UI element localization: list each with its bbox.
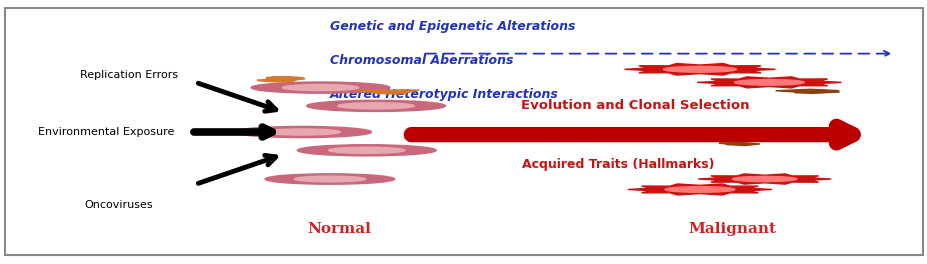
Text: Oncoviruses: Oncoviruses <box>84 200 153 210</box>
Ellipse shape <box>282 84 359 91</box>
Text: Environmental Exposure: Environmental Exposure <box>38 127 174 137</box>
Polygon shape <box>718 143 759 146</box>
Ellipse shape <box>263 129 340 135</box>
Text: Altered Heterotypic Interactions: Altered Heterotypic Interactions <box>329 88 558 101</box>
Polygon shape <box>357 90 419 94</box>
Text: Evolution and Clonal Selection: Evolution and Clonal Selection <box>520 99 749 112</box>
Polygon shape <box>627 184 771 195</box>
Ellipse shape <box>663 66 736 72</box>
Ellipse shape <box>294 176 365 182</box>
Polygon shape <box>775 89 838 93</box>
Ellipse shape <box>665 187 734 192</box>
Text: Genetic and Epigenetic Alterations: Genetic and Epigenetic Alterations <box>329 20 575 33</box>
Text: Chromosomal Aberrations: Chromosomal Aberrations <box>329 54 513 67</box>
Polygon shape <box>624 64 775 75</box>
Text: Normal: Normal <box>307 223 371 237</box>
Polygon shape <box>257 77 305 82</box>
Polygon shape <box>696 77 841 88</box>
Ellipse shape <box>733 79 804 85</box>
Text: Malignant: Malignant <box>688 223 776 237</box>
Ellipse shape <box>307 100 445 111</box>
Text: Acquired Traits (Hallmarks): Acquired Traits (Hallmarks) <box>522 158 714 171</box>
Ellipse shape <box>265 174 394 184</box>
Polygon shape <box>697 174 831 184</box>
Ellipse shape <box>298 145 436 156</box>
Text: Replication Errors: Replication Errors <box>80 69 178 79</box>
Ellipse shape <box>328 147 404 153</box>
Ellipse shape <box>337 103 413 109</box>
Ellipse shape <box>731 176 796 182</box>
Ellipse shape <box>233 126 371 138</box>
Ellipse shape <box>251 82 389 93</box>
